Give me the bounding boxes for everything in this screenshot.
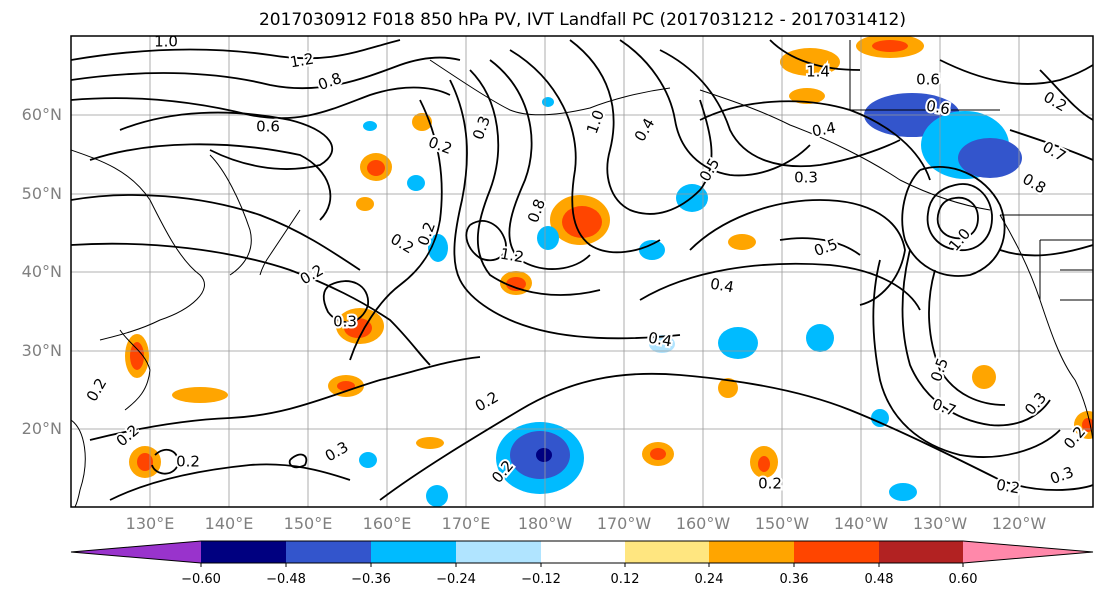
contour-label-halo: 0.2 [176, 453, 200, 471]
latitude-label: 20°N [21, 419, 62, 438]
contour-label: 1.2 [289, 50, 316, 72]
colorbar-bin [709, 541, 794, 563]
colorbar-bin [794, 541, 879, 563]
contour-label: 0.6 [256, 118, 280, 136]
contour-label: 0.3 [333, 313, 357, 331]
contour-label-halo: 0.6 [256, 118, 280, 136]
contour-label-halo: 0.2 [758, 475, 782, 493]
colorbar [70, 540, 1094, 567]
map-title: 2017030912 F018 850 hPa PV, IVT Landfall… [258, 10, 906, 30]
colorbar-tick-label: 0.12 [610, 572, 640, 587]
latitude-label: 50°N [21, 184, 62, 203]
contour-label: 1.2 [499, 245, 526, 267]
contour-label: 0.4 [647, 329, 674, 351]
latitude-label: 30°N [21, 341, 62, 360]
contour-label: 0.3 [794, 169, 818, 187]
longitude-label: 140°W [833, 514, 889, 533]
coastlines [71, 40, 1093, 507]
contour-label: 0.4 [709, 275, 736, 297]
shaded-anomalies [125, 36, 1093, 507]
contour-label: 1.0 [154, 33, 178, 51]
contour-label: 0.2 [176, 453, 200, 471]
contour-label: 0.4 [811, 119, 838, 141]
longitude-label: 130°W [912, 514, 968, 533]
contour-label-halo: 0.3 [333, 313, 357, 331]
contour-label-halo: 0.3 [794, 169, 818, 187]
longitude-label: 160°W [675, 514, 731, 533]
gridlines [71, 36, 1093, 507]
colorbar-tick-label: 0.48 [864, 572, 894, 587]
contour-label: 0.6 [916, 71, 940, 89]
longitude-label: 170°E [441, 514, 491, 533]
latitude-label: 60°N [21, 105, 62, 124]
colorbar-bin [879, 541, 963, 563]
colorbar-tick-label: −0.24 [436, 572, 476, 587]
longitude-label: 160°E [362, 514, 412, 533]
colorbar-tick-label: −0.48 [266, 572, 306, 587]
colorbar-bin [541, 541, 625, 563]
pv-contours [71, 39, 1093, 501]
longitude-label: 120°W [991, 514, 1047, 533]
longitude-label: 170°W [596, 514, 652, 533]
colorbar-tick-label: 0.24 [694, 572, 724, 587]
colorbar-bin [71, 541, 201, 563]
colorbar-tick-label: 0.36 [779, 572, 809, 587]
colorbar-tick-label: 0.60 [948, 572, 978, 587]
contour-label: 0.2 [758, 475, 782, 493]
contour-label: 0.6 [925, 97, 952, 119]
colorbar-bin [286, 541, 371, 563]
colorbar-tick-label: −0.12 [521, 572, 561, 587]
contour-label-halo: 1.4 [806, 63, 830, 81]
colorbar-bin [371, 541, 456, 563]
longitude-label: 180°W [517, 514, 573, 533]
longitude-label: 150°W [754, 514, 810, 533]
contour-label-halo: 0.6 [916, 71, 940, 89]
colorbar-bin [963, 541, 1093, 563]
latitude-label: 40°N [21, 262, 62, 281]
colorbar-bin [625, 541, 709, 563]
longitude-label: 140°E [204, 514, 254, 533]
longitude-label: 130°E [125, 514, 175, 533]
contour-label: 1.4 [806, 63, 830, 81]
colorbar-tick-label: −0.36 [351, 572, 391, 587]
longitude-label: 150°E [283, 514, 333, 533]
colorbar-tick-label: −0.60 [181, 572, 221, 587]
colorbar-bin [456, 541, 541, 563]
colorbar-bin [201, 541, 286, 563]
contour-label: 0.2 [995, 476, 1022, 498]
map-border [70, 35, 1094, 508]
